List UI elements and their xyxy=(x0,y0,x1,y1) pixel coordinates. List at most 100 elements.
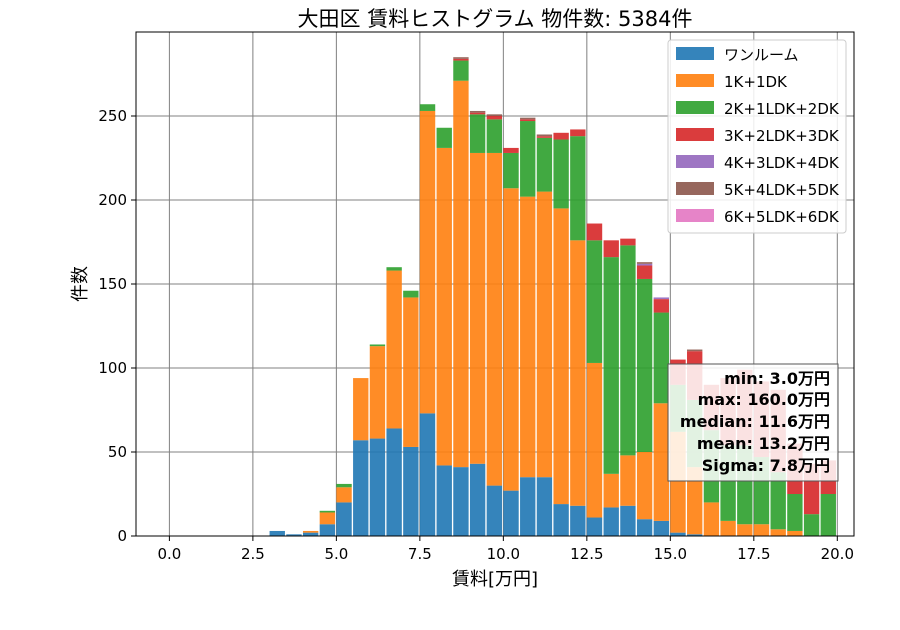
bar-segment xyxy=(570,129,586,137)
bar-segment xyxy=(653,297,669,300)
y-tick-label: 200 xyxy=(98,191,127,209)
legend-label: 3K+2LDK+3DK xyxy=(724,127,840,145)
bar-segment xyxy=(636,452,653,520)
bar-segment xyxy=(620,455,636,506)
x-tick-label: 7.5 xyxy=(408,545,432,563)
bar-segment xyxy=(419,110,436,414)
bar-segment xyxy=(369,346,386,439)
bar-segment xyxy=(469,152,486,464)
bar-segment xyxy=(620,245,636,456)
x-tick-label: 12.5 xyxy=(570,545,603,563)
x-tick-label: 20.0 xyxy=(821,545,854,563)
y-tick-label: 150 xyxy=(98,275,127,293)
bar-segment xyxy=(486,119,503,153)
bar-segment xyxy=(386,270,402,429)
chart-title: 大田区 賃料ヒストグラム 物件数: 5384件 xyxy=(298,7,693,31)
stats-box-frame xyxy=(667,363,839,482)
bar-segment xyxy=(453,80,469,468)
bar-segment xyxy=(586,223,603,241)
bar-segment xyxy=(603,240,619,258)
stats-median: median: 11.6万円 xyxy=(680,412,830,431)
x-axis-ticks: 0.0 2.5 5.0 7.5 10.0 12.5 15.0 17.5 20.0 xyxy=(157,536,854,563)
bar-segment xyxy=(302,530,319,533)
stats-max: max: 160.0万円 xyxy=(698,390,830,409)
bar-segment xyxy=(520,119,536,122)
bar-segment xyxy=(787,530,803,536)
legend-swatch xyxy=(676,155,714,168)
bar-segment xyxy=(570,240,586,506)
bar-segment xyxy=(486,152,503,486)
bar-segment xyxy=(653,312,669,404)
y-tick-label: 250 xyxy=(98,107,127,125)
stats-min: min: 3.0万円 xyxy=(724,369,830,388)
bar-segment xyxy=(369,438,386,536)
bar-segment xyxy=(336,502,352,536)
bar-segment xyxy=(636,262,653,264)
bar-segment xyxy=(737,524,753,536)
legend-swatch xyxy=(676,101,714,114)
bar-segment xyxy=(687,349,703,352)
legend-swatch xyxy=(676,209,714,222)
legend: ワンルーム 1K+1DK 2K+1LDK+2DK 3K+2LDK+3DK 4K+3LDK… xyxy=(667,39,847,234)
bar-segment xyxy=(419,104,436,111)
bar-segment xyxy=(469,110,486,113)
bar-segment xyxy=(653,403,669,521)
bar-segment xyxy=(653,299,669,313)
bar-segment xyxy=(520,196,536,478)
x-tick-label: 10.0 xyxy=(487,545,520,563)
bar-segment xyxy=(336,483,352,488)
bar-segment xyxy=(536,137,553,192)
bar-segment xyxy=(787,494,803,531)
bar-segment xyxy=(386,428,402,536)
bar-segment xyxy=(803,514,820,536)
legend-swatch xyxy=(676,47,714,60)
bar-segment xyxy=(469,463,486,536)
x-axis-label: 賃料[万円] xyxy=(452,569,538,590)
bar-segment xyxy=(403,297,419,447)
x-tick-label: 15.0 xyxy=(654,545,687,563)
bar-segment xyxy=(536,191,553,478)
bar-segment xyxy=(469,112,486,115)
stats-sigma: Sigma: 7.8万円 xyxy=(702,456,830,475)
bar-segment xyxy=(687,467,703,535)
bar-segment xyxy=(720,520,736,536)
bar-segment xyxy=(503,152,519,189)
legend-label: ワンルーム xyxy=(724,46,799,64)
bar-segment xyxy=(770,472,786,530)
bar-segment xyxy=(403,446,419,536)
bar-segment xyxy=(403,290,419,298)
bar-segment xyxy=(503,147,519,153)
bar-segment xyxy=(369,344,386,347)
bar-segment xyxy=(536,134,553,137)
bar-segment xyxy=(336,487,352,503)
bar-segment xyxy=(520,121,536,197)
bar-segment xyxy=(620,505,636,536)
bar-segment xyxy=(670,532,686,536)
legend-swatch xyxy=(676,182,714,195)
bar-segment xyxy=(620,238,636,246)
bar-segment xyxy=(603,473,619,508)
y-axis-label: 件数 xyxy=(70,266,91,302)
bar-segment xyxy=(770,529,786,536)
x-tick-label: 17.5 xyxy=(737,545,770,563)
legend-label: 1K+1DK xyxy=(724,73,788,91)
bar-segment xyxy=(520,477,536,536)
legend-label: 5K+4LDK+5DK xyxy=(724,181,840,199)
x-tick-label: 5.0 xyxy=(324,545,348,563)
bar-segment xyxy=(687,534,703,536)
legend-label: 4K+3LDK+4DK xyxy=(724,154,840,172)
y-tick-label: 100 xyxy=(98,359,127,377)
bar-segment xyxy=(520,117,536,120)
bar-segment xyxy=(603,257,619,474)
bar-segment xyxy=(553,139,569,209)
bar-segment xyxy=(453,467,469,536)
bar-segment xyxy=(820,494,836,536)
x-tick-label: 2.5 xyxy=(241,545,265,563)
legend-label: 2K+1LDK+2DK xyxy=(724,100,840,118)
bar-segment xyxy=(353,440,369,536)
bar-segment xyxy=(453,60,469,81)
bar-segment xyxy=(636,263,653,266)
bar-segment xyxy=(319,524,336,536)
bar-segment xyxy=(636,519,653,536)
